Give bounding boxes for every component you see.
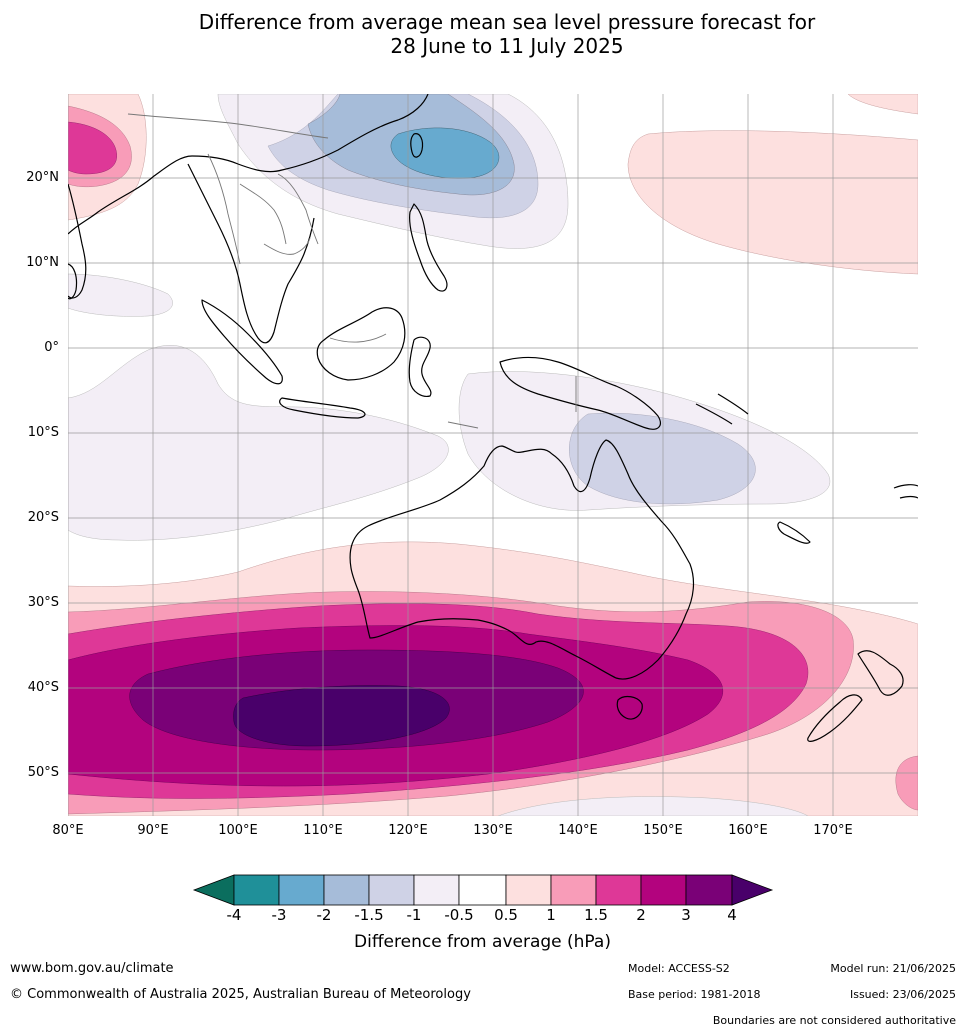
india-outline (68, 183, 87, 299)
anomaly-n05-south (497, 796, 809, 816)
anomaly-p05-east (627, 130, 918, 275)
country-borders (127, 113, 577, 429)
model-name: Model: ACCESS-S2 (628, 962, 730, 975)
colorbar-zero (458, 874, 507, 906)
lon-label-150e: 150°E (643, 823, 683, 838)
colorbar-tick-minus0-5: -0.5 (444, 906, 474, 924)
lat-label-30s: 30°S (27, 595, 59, 610)
new-zealand-north-outline (857, 650, 904, 696)
lon-label-90e: 90°E (137, 823, 169, 838)
colorbar-p3 (685, 874, 733, 906)
colorbar-n1 (368, 874, 415, 906)
anomaly-p4-south (233, 685, 450, 747)
colorbar-tick-minus2: -2 (316, 906, 332, 924)
lat-label-20s: 20°S (27, 510, 59, 525)
lon-label-170e: 170°E (813, 823, 853, 838)
lon-label-130e: 130°E (473, 823, 513, 838)
border-borneo-malaysia (329, 333, 387, 343)
border-china-south (127, 113, 329, 139)
colorbar-arrow-high (731, 874, 774, 906)
new-caledonia-outline (777, 521, 811, 544)
lon-label-140e: 140°E (558, 823, 598, 838)
colorbar-tick-minus1-5: -1.5 (354, 906, 384, 924)
anomaly-n05-indian (68, 345, 449, 541)
map-canvas (68, 94, 918, 816)
lon-label-100e: 100°E (218, 823, 258, 838)
border-cambodia (263, 237, 311, 255)
se-asia-mainland-outline (68, 94, 429, 344)
colorbar-n2 (278, 874, 325, 906)
anomaly-n1-coral (569, 412, 756, 505)
sulawesi-outline (408, 336, 432, 397)
lat-label-40s: 40°S (27, 680, 59, 695)
colorbar-tick-1-5: 1.5 (584, 906, 608, 924)
base-period: Base period: 1981-2018 (628, 988, 761, 1001)
lon-label-110e: 110°E (303, 823, 343, 838)
colorbar-tick-minus1: -1 (406, 906, 422, 924)
colorbar-tick-2: 2 (636, 906, 646, 924)
colorbar-tick-1: 1 (546, 906, 556, 924)
title-line-1: Difference from average mean sea level p… (198, 10, 816, 34)
lat-label-50s: 50°S (27, 765, 59, 780)
fiji-outline (893, 484, 918, 499)
new-guinea-outline (499, 356, 661, 430)
colorbar-p1 (550, 874, 597, 906)
anomaly-p1-far-se (895, 755, 918, 811)
border-myanmar-thailand (207, 153, 241, 265)
coastlines (68, 94, 918, 742)
border-timor (447, 421, 479, 429)
model-run-date: Model run: 21/06/2025 (830, 962, 956, 975)
colorbar-p2 (640, 874, 687, 906)
anomaly-p05-ne-corner (847, 94, 918, 115)
lon-label-160e: 160°E (728, 823, 768, 838)
colorbar-tick-3: 3 (681, 906, 691, 924)
australia-outline (349, 439, 695, 680)
anomaly-p15-nw (68, 121, 118, 175)
title-line-2: 28 June to 11 July 2025 (390, 34, 624, 58)
colorbar-p15 (595, 874, 642, 906)
lat-label-10s: 10°S (27, 425, 59, 440)
colorbar-n05 (413, 874, 460, 906)
colorbar-tick-4: 4 (727, 906, 737, 924)
lon-label-120e: 120°E (388, 823, 428, 838)
map-title: Difference from average mean sea level p… (0, 10, 965, 58)
borneo-outline (316, 307, 406, 381)
website-link[interactable]: www.bom.gov.au/climate (10, 961, 174, 976)
colorbar-tick-minus3: -3 (271, 906, 287, 924)
tasmania-outline (616, 695, 643, 720)
colorbar-tick-minus4: -4 (226, 906, 242, 924)
lon-label-80e: 80°E (52, 823, 84, 838)
border-thailand-laos (239, 183, 287, 245)
colorbar-p05 (505, 874, 552, 906)
lat-label-0: 0° (44, 340, 59, 355)
java-outline (279, 397, 366, 419)
lat-label-20n: 20°N (26, 170, 59, 185)
colorbar-label: Difference from average (hPa) (354, 932, 611, 952)
gridlines (68, 94, 918, 816)
pressure-anomaly-map (68, 94, 918, 816)
sri-lanka-outline (68, 263, 78, 300)
sumatra-outline (201, 299, 283, 385)
boundaries-disclaimer: Boundaries are not considered authoritat… (712, 1014, 956, 1027)
colorbar-arrow-low (192, 874, 235, 906)
anomaly-n05-indian-north (68, 273, 173, 317)
new-zealand-south-outline (807, 694, 863, 742)
solomon-outline (695, 393, 749, 425)
lat-label-10n: 10°N (26, 255, 59, 270)
border-laos-vietnam (277, 173, 319, 245)
colorbar-tick-0-5: 0.5 (494, 906, 518, 924)
philippines-outline (409, 203, 448, 292)
colorbar (192, 874, 774, 906)
colorbar-n3 (233, 874, 280, 906)
colorbar-n15 (323, 874, 370, 906)
issued-date: Issued: 23/06/2025 (849, 988, 956, 1001)
copyright-text: © Commonwealth of Australia 2025, Austra… (10, 987, 471, 1002)
taiwan-outline (410, 133, 424, 158)
